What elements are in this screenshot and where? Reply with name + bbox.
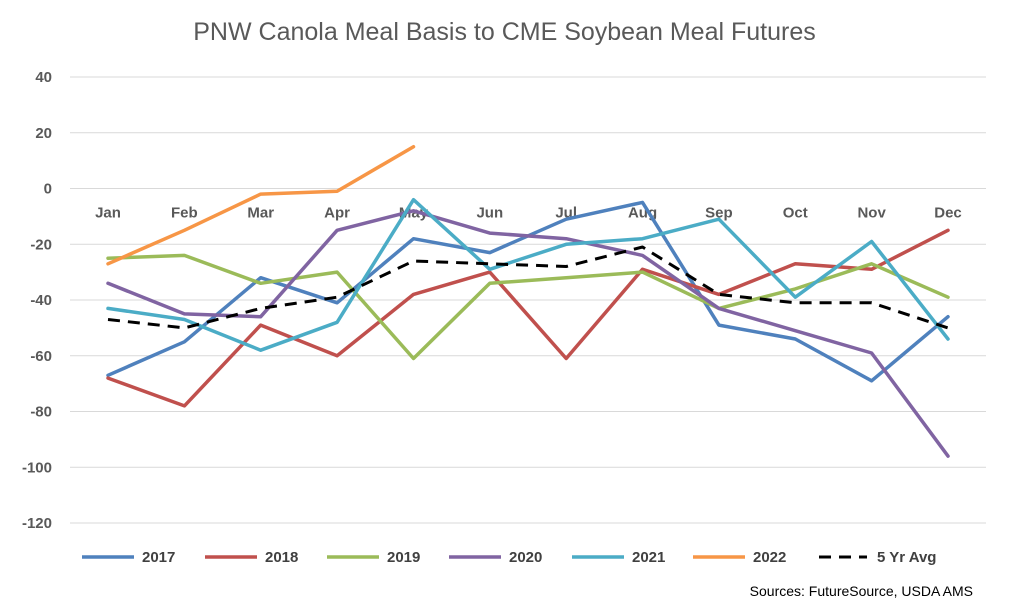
y-tick-label: 0 <box>44 181 52 198</box>
legend-label: 2018 <box>265 549 298 566</box>
x-tick-label: Oct <box>783 205 808 222</box>
x-tick-label: Jun <box>476 205 503 222</box>
series-line-2021 <box>106 197 950 352</box>
legend-label: 2019 <box>387 549 420 566</box>
y-tick-label: 20 <box>35 125 52 142</box>
legend-label: 5 Yr Avg <box>877 549 936 566</box>
y-tick-label: 40 <box>35 69 52 86</box>
y-tick-label: -120 <box>22 515 52 532</box>
series-line-2019 <box>106 253 950 361</box>
legend-label: 2020 <box>509 549 542 566</box>
x-tick-label: Nov <box>857 205 886 222</box>
series-line-2022 <box>106 144 416 266</box>
y-tick-label: -80 <box>30 404 52 421</box>
y-tick-label: -60 <box>30 348 52 365</box>
x-tick-label: Jan <box>95 205 121 222</box>
x-tick-label: Dec <box>934 205 962 222</box>
x-tick-label: Sep <box>705 205 733 222</box>
x-tick-label: Feb <box>171 205 198 222</box>
legend-label: 2022 <box>753 549 786 566</box>
y-tick-label: -40 <box>30 292 52 309</box>
series-line-5-yr-avg <box>107 245 949 330</box>
chart-title: PNW Canola Meal Basis to CME Soybean Mea… <box>193 18 816 46</box>
y-tick-label: -100 <box>22 459 52 476</box>
legend-label: 2017 <box>142 549 175 566</box>
x-tick-label: Apr <box>324 205 350 222</box>
source-note: Sources: FutureSource, USDA AMS <box>749 583 973 599</box>
legend-label: 2021 <box>632 549 665 566</box>
x-tick-label: Mar <box>247 205 274 222</box>
series-line-2020 <box>106 209 950 458</box>
y-tick-label: -20 <box>30 236 52 253</box>
series-line-2018 <box>106 228 950 408</box>
